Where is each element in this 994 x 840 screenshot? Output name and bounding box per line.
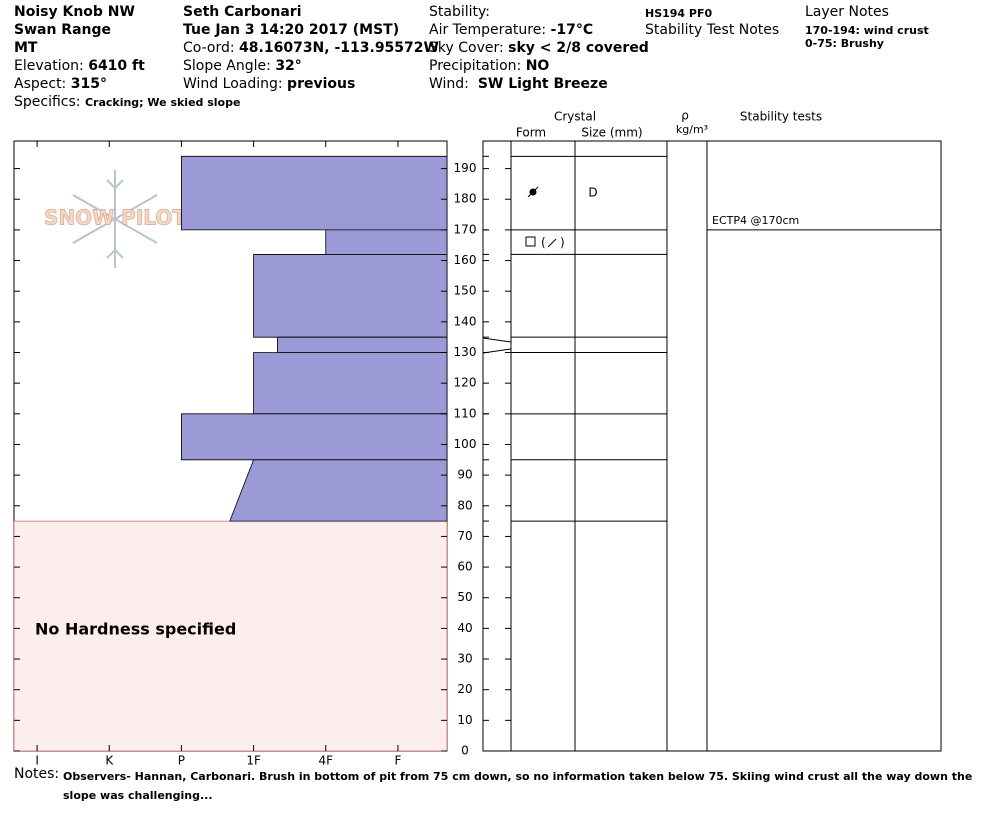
- snowflake: [72, 170, 158, 268]
- x-tick-label: 1F: [246, 754, 261, 768]
- no-hardness-region: [13, 520, 448, 752]
- crystal-header: Crystal: [554, 110, 596, 124]
- layer-note: 0-75: Brushy: [805, 37, 884, 50]
- value: SW Light Breeze: [477, 76, 608, 92]
- value: 315°: [70, 76, 107, 92]
- y-tick-label: 90: [457, 468, 472, 482]
- y-tick-label: 110: [454, 406, 477, 420]
- watermark: SNOW PILOT: [44, 206, 186, 230]
- label: Slope Angle:: [183, 58, 271, 74]
- x-tick-label: 4F: [318, 754, 333, 768]
- elevation: Elevation: 6410 ft: [14, 58, 145, 74]
- range: Swan Range: [14, 22, 112, 38]
- label: Sky Cover:: [429, 40, 504, 56]
- sky: Sky Cover: sky < 2/8 covered: [429, 40, 649, 56]
- value: 48.16073N, -113.95572W: [239, 40, 439, 56]
- y-tick-label: 100: [454, 437, 477, 451]
- state: MT: [14, 40, 38, 56]
- label: Wind Loading:: [183, 76, 283, 92]
- grain-form-symbol: ): [560, 236, 565, 250]
- observer: Seth Carbonari: [183, 4, 302, 20]
- plot: 0 10 20 30 40 50 60 70 80 90 100 110 120 130 140 150 160…: [13, 141, 941, 768]
- y-tick-label: 160: [454, 253, 477, 267]
- hardness-layer: [181, 413, 448, 461]
- size-header: Size (mm): [581, 126, 642, 140]
- datetime: Tue Jan 3 14:20 2017 (MST): [183, 22, 400, 38]
- x-tick-label: F: [394, 754, 401, 768]
- density-unit: kg/m³: [676, 123, 708, 136]
- y-tick-label: 10: [457, 713, 472, 727]
- y-tick-label: 120: [454, 376, 477, 390]
- grain-form-icons: ( ): [525, 186, 565, 250]
- form-header: Form: [516, 126, 546, 140]
- y-tick-label: 180: [454, 192, 477, 206]
- stability-notes: Stability Test Notes: [645, 22, 780, 38]
- value: 6410 ft: [88, 58, 145, 74]
- y-tick-label: 80: [457, 498, 472, 512]
- x-tick-label: I: [35, 754, 39, 768]
- grain-size: D: [588, 186, 597, 200]
- y-tick-label: 40: [457, 621, 472, 635]
- stability-header: Stability tests: [740, 110, 822, 124]
- label: Specifics:: [14, 94, 81, 110]
- value: Cracking; We skied slope: [84, 96, 241, 109]
- coord: Co-ord: 48.16073N, -113.95572W: [183, 40, 439, 56]
- y-tick-label: 130: [454, 345, 477, 359]
- y-tick-label: 190: [454, 161, 477, 175]
- notes-text: Observers- Hannan, Carbonari. Brush in b…: [63, 770, 973, 802]
- hardness-layer: [253, 352, 448, 415]
- no-hardness-label: No Hardness specified: [35, 620, 236, 639]
- y-tick-label: 60: [457, 560, 472, 574]
- y-tick-label: 150: [454, 284, 477, 298]
- hs: HS194 PF0: [645, 7, 713, 20]
- label: Co-ord:: [183, 40, 235, 56]
- label: Aspect:: [14, 76, 67, 92]
- y-tick-label: 0: [461, 744, 469, 758]
- x-tick-label: P: [178, 754, 185, 768]
- slope: Slope Angle: 32°: [183, 58, 302, 74]
- label: Air Temperature:: [429, 22, 547, 38]
- value: NO: [525, 58, 550, 74]
- label: Wind:: [429, 76, 469, 92]
- grain-form-symbol: (: [541, 236, 546, 250]
- y-tick-label: 170: [454, 222, 477, 236]
- wind-loading: Wind Loading: previous: [183, 76, 355, 92]
- hardness-layer: [277, 336, 448, 353]
- value: sky < 2/8 covered: [508, 40, 649, 56]
- notes-label: Notes:: [14, 766, 60, 782]
- specifics: Specifics: Cracking; We skied slope: [14, 94, 240, 110]
- stability: Stability:: [429, 4, 490, 20]
- air-temp: Air Temperature: -17°C: [429, 22, 593, 38]
- hardness-layer: [229, 459, 448, 522]
- label: Precipitation:: [429, 58, 522, 74]
- value: -17°C: [550, 22, 594, 38]
- y-tick-label: 140: [454, 314, 477, 328]
- hardness-layer: [325, 229, 448, 255]
- density-symbol: ρ: [681, 109, 689, 123]
- y-tick-label: 70: [457, 529, 472, 543]
- hardness-layer: [253, 254, 448, 338]
- crystal-table: [482, 140, 942, 752]
- label: Elevation:: [14, 58, 84, 74]
- y-tick-label: 20: [457, 682, 472, 696]
- stability-test-label: ECTP4 @170cm: [712, 214, 799, 227]
- location: Noisy Knob NW: [14, 4, 135, 20]
- y-tick-label: 50: [457, 590, 472, 604]
- precip: Precipitation: NO: [429, 58, 549, 74]
- layer-notes-title: Layer Notes: [805, 4, 889, 20]
- hardness-layer: [181, 155, 448, 231]
- y-tick-label: 30: [457, 652, 472, 666]
- x-tick-label: K: [105, 754, 114, 768]
- wind: Wind: SW Light Breeze: [429, 76, 608, 92]
- layer-note: 170-194: wind crust: [805, 24, 929, 37]
- value: previous: [287, 76, 356, 92]
- value: 32°: [275, 58, 302, 74]
- aspect: Aspect: 315°: [14, 76, 107, 92]
